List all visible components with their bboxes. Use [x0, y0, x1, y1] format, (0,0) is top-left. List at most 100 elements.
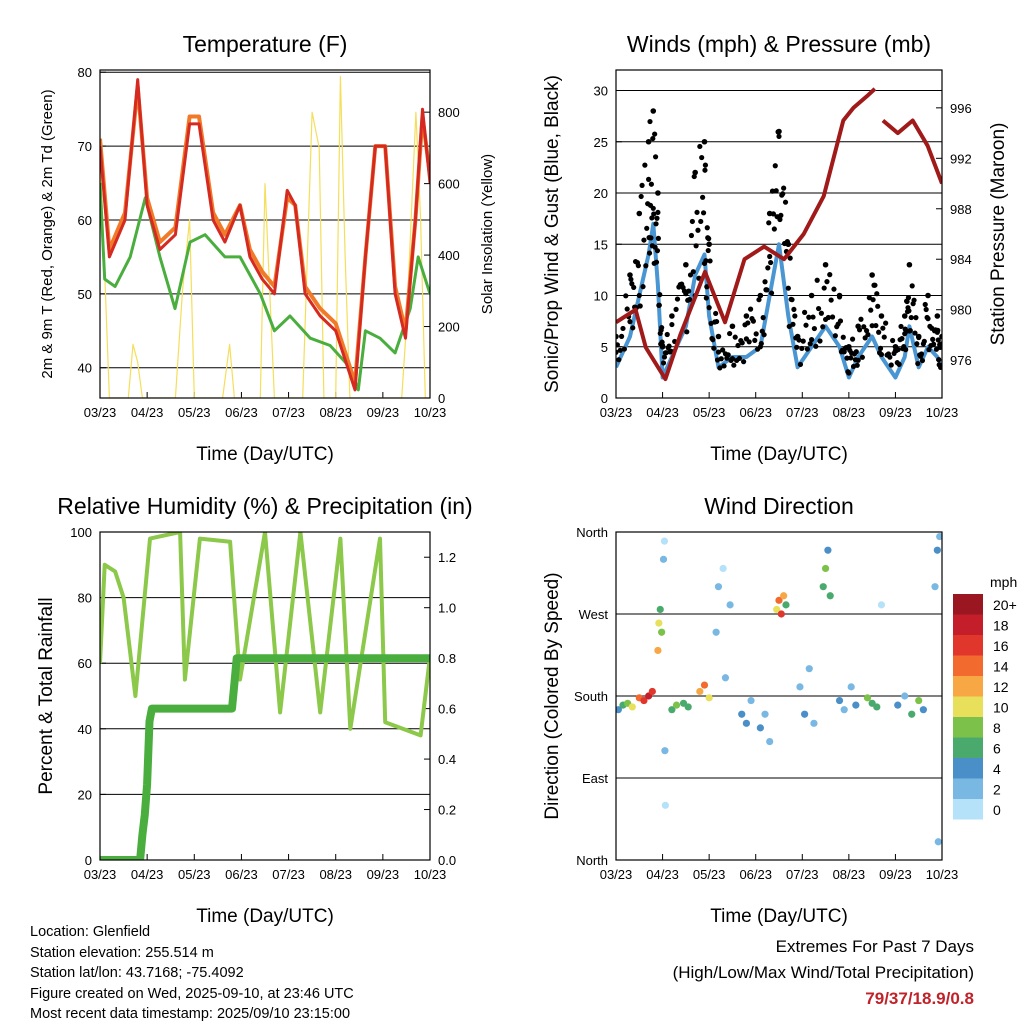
gust-point [861, 324, 867, 330]
gust-point [637, 303, 643, 309]
gust-point [876, 329, 882, 335]
gust-point [650, 205, 656, 211]
direction-point [901, 692, 909, 700]
direction-point [696, 687, 704, 696]
x-tick-label: 07/23 [786, 867, 819, 882]
y-tick-label: South [574, 689, 608, 704]
gust-point [778, 212, 784, 218]
direction-point [936, 532, 942, 541]
legend-swatch [953, 696, 983, 717]
gust-point [913, 315, 919, 321]
x-tick-label: 10/23 [414, 405, 447, 420]
legend-swatch [953, 594, 983, 615]
direction-point [840, 706, 848, 714]
x-axis-label: Time (Day/UTC) [710, 444, 848, 465]
station-info: Location: Glenfield Station elevation: 2… [30, 922, 354, 1025]
y-tick-label: West [579, 607, 609, 622]
legend-label: 16 [993, 638, 1009, 654]
direction-point [796, 683, 804, 691]
chart-panel-2: Winds (mph) & Pressure (mb) Time (Day/UTC… [542, 31, 1009, 465]
direction-point [780, 592, 788, 600]
y-tick-label: 5 [601, 340, 608, 355]
direction-point [705, 694, 713, 702]
gust-point [899, 336, 905, 342]
y-axis-label: 2m & 9m T (Red, Orange) & 2m Td (Green) [39, 89, 56, 378]
gust-point [711, 345, 717, 351]
legend-label: 8 [993, 720, 1001, 736]
direction-point [747, 696, 755, 705]
gust-point [745, 320, 751, 326]
chart-panel-1: Temperature (F) Time (Day/UTC) 2m & 9m T (… [39, 31, 496, 465]
y-tick-label: North [576, 525, 608, 540]
y-tick-label: 0 [601, 391, 608, 406]
gust-point [803, 322, 809, 328]
gust-point [919, 357, 926, 364]
gust-point [731, 362, 737, 368]
y2-tick-label: 0.0 [438, 853, 456, 868]
gust-point [717, 365, 723, 371]
direction-point [819, 583, 827, 591]
gust-point [620, 325, 626, 332]
gust-point [938, 341, 942, 347]
gust-point [650, 135, 656, 142]
gust-point [859, 354, 865, 360]
gust-point [776, 128, 782, 135]
gust-point [768, 259, 774, 266]
gust-point [811, 325, 817, 332]
chart-title: Wind Direction [704, 493, 854, 519]
plot-frame [615, 531, 943, 861]
y2-tick-label: 0 [438, 391, 445, 406]
gust-point [683, 261, 689, 268]
legend-label: 12 [993, 679, 1009, 695]
gust-point [707, 258, 713, 264]
gust-point [855, 357, 861, 363]
gust-point [808, 292, 815, 299]
gust-point [655, 209, 661, 216]
y-tick-label: 25 [594, 135, 608, 150]
legend-swatch [953, 737, 983, 758]
gust-point [781, 185, 787, 191]
x-tick-label: 03/23 [600, 405, 633, 420]
gust-point [815, 305, 822, 312]
direction-point [648, 687, 656, 696]
gust-point [809, 336, 815, 343]
station-location: Location: Glenfield [30, 924, 151, 940]
y2-tick-label: 996 [950, 101, 972, 116]
gust-point [767, 253, 773, 260]
gust-point [848, 355, 854, 361]
direction-point [616, 706, 622, 714]
y2-tick-label: 1.0 [438, 601, 456, 616]
y2-tick-label: 976 [950, 353, 972, 368]
gust-point [654, 215, 660, 221]
gust-point [636, 210, 643, 217]
gust-point [822, 261, 829, 268]
x-axis-label: Time (Day/UTC) [710, 906, 848, 927]
gust-point [873, 322, 879, 329]
plot-area [100, 75, 430, 398]
gust-point [836, 292, 843, 299]
direction-point [775, 596, 783, 604]
legend-label: 20+ [993, 597, 1017, 613]
gust-point [911, 297, 917, 303]
y2-tick-label: 0.2 [438, 803, 456, 818]
station-elevation: Station elevation: 255.514 m [30, 944, 214, 961]
legend-swatch [953, 655, 983, 676]
gust-point [698, 218, 704, 225]
gust-point [669, 313, 675, 319]
y2-tick-label: 0.4 [438, 752, 456, 767]
gust-point [892, 343, 899, 350]
legend-swatch [953, 614, 983, 635]
gust-point [700, 210, 707, 216]
gust-point [664, 331, 670, 338]
gust-point [939, 333, 942, 340]
legend-swatch [953, 778, 983, 799]
gust-point [648, 235, 654, 241]
gust-point [706, 236, 712, 242]
plot-area [100, 532, 430, 860]
direction-point [661, 747, 669, 755]
gust-point [825, 314, 831, 321]
y-tick-label: 60 [78, 656, 92, 671]
direction-point [766, 737, 774, 746]
gust-point [865, 332, 871, 338]
gust-point [639, 182, 645, 188]
